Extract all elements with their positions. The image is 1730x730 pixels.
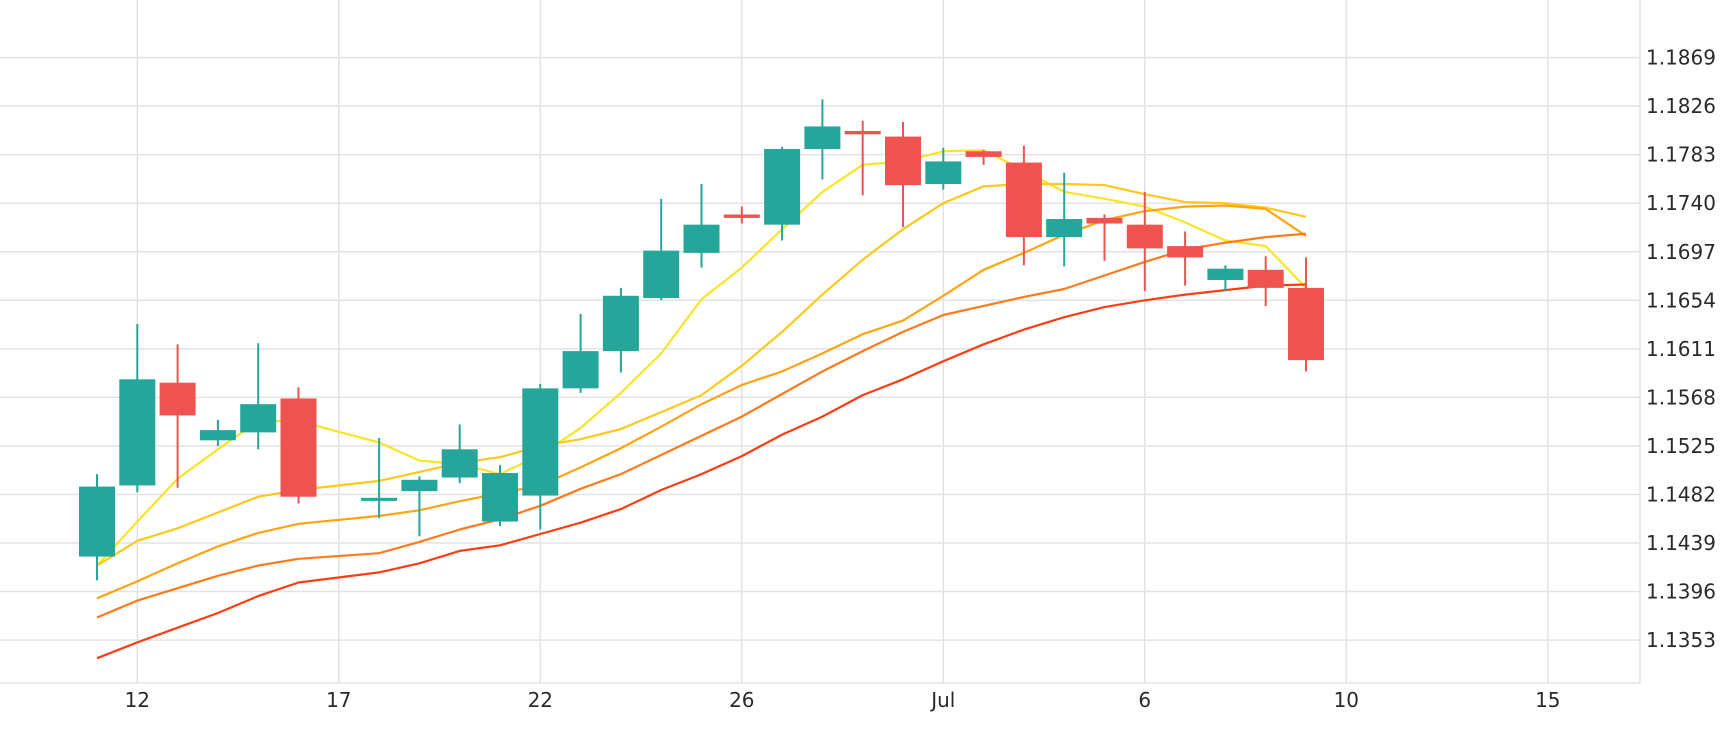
y-tick-label: 1.1439 <box>1646 531 1716 555</box>
y-tick-label: 1.1826 <box>1646 94 1716 118</box>
candle <box>683 184 720 268</box>
y-tick-label: 1.1740 <box>1646 191 1716 215</box>
candle <box>1207 265 1244 292</box>
candle <box>1046 172 1083 267</box>
candle-body-up <box>804 126 841 150</box>
candle-body-up <box>562 351 599 389</box>
candle-body-down <box>1288 287 1324 361</box>
candle-body-up <box>119 379 156 486</box>
y-tick-label: 1.1611 <box>1646 337 1716 361</box>
candle-body-up <box>401 479 438 492</box>
candle <box>159 344 196 488</box>
candle <box>562 313 599 393</box>
y-tick-label: 1.1568 <box>1646 385 1716 409</box>
candle <box>643 198 680 301</box>
candle-body-down <box>844 130 881 135</box>
y-tick-label: 1.1654 <box>1646 288 1716 312</box>
ma-line-4 <box>96 232 1307 619</box>
candle-body-up <box>441 449 478 478</box>
y-axis-labels: 1.1869 1.1826 1.1783 1.1740 1.1697 1.1654 1.16… <box>1646 46 1716 653</box>
candle-body-up <box>199 430 236 441</box>
candle-body-up <box>482 473 518 522</box>
x-axis-labels: 12 17 22 26 Jul 6 10 15 <box>125 688 1561 712</box>
candle-body-down <box>723 214 760 218</box>
candle-body-down <box>159 382 196 416</box>
candles <box>79 99 1324 581</box>
candle <box>240 343 277 450</box>
candle-body-down <box>885 136 921 186</box>
candle <box>885 121 921 227</box>
candle <box>280 387 317 504</box>
candle <box>401 476 438 537</box>
candle <box>482 465 518 527</box>
candle <box>1288 257 1324 372</box>
candle-body-up <box>602 295 639 352</box>
candle <box>1086 214 1123 261</box>
x-tick-label: 12 <box>125 688 150 712</box>
candle <box>844 120 881 196</box>
candle <box>199 419 236 446</box>
candle-body-up <box>683 224 720 253</box>
candle <box>925 147 962 190</box>
y-tick-label: 1.1525 <box>1646 434 1716 458</box>
axes <box>0 0 1641 684</box>
candle <box>441 424 478 484</box>
y-tick-label: 1.1396 <box>1646 580 1716 604</box>
x-tick-label: Jul <box>929 688 955 712</box>
y-tick-label: 1.1482 <box>1646 482 1716 506</box>
candle-body-down <box>1167 246 1204 258</box>
candle-body-up <box>79 486 115 557</box>
candle <box>602 287 639 373</box>
candle-body-down <box>1247 269 1284 288</box>
candle-body-up <box>643 250 680 299</box>
candle-body-up <box>1046 219 1083 238</box>
candle <box>965 150 1002 165</box>
candle <box>1167 231 1204 286</box>
x-tick-label: 6 <box>1138 688 1151 712</box>
x-tick-label: 22 <box>528 688 553 712</box>
candle-body-up <box>522 388 559 496</box>
candle-body-up <box>764 149 801 225</box>
x-tick-label: 15 <box>1535 688 1560 712</box>
candle <box>804 99 841 180</box>
x-tick-label: 10 <box>1334 688 1359 712</box>
candle <box>361 438 398 519</box>
candle-body-up <box>925 161 962 185</box>
x-tick-label: 17 <box>326 688 351 712</box>
candle-body-down <box>965 151 1002 157</box>
y-tick-label: 1.1869 <box>1646 46 1716 70</box>
candle <box>522 383 559 530</box>
candle-body-down <box>280 398 317 497</box>
grid-lines <box>0 0 1640 683</box>
ma-line-5 <box>96 283 1307 660</box>
x-tick-label: 26 <box>729 688 754 712</box>
candle-body-down <box>1086 217 1123 224</box>
candle <box>119 324 156 493</box>
candle <box>1126 191 1163 292</box>
candle-body-up <box>240 404 277 433</box>
candle <box>1005 145 1042 266</box>
candle-body-up <box>361 497 398 501</box>
y-tick-label: 1.1783 <box>1646 143 1716 167</box>
candle <box>79 474 115 581</box>
y-tick-label: 1.1353 <box>1646 628 1716 652</box>
candle-body-up <box>1207 268 1244 280</box>
candle <box>723 206 760 224</box>
candle <box>764 146 801 241</box>
candle-body-down <box>1126 224 1163 249</box>
candle-body-down <box>1005 162 1042 238</box>
candle <box>1247 256 1284 306</box>
y-tick-label: 1.1697 <box>1646 240 1716 264</box>
